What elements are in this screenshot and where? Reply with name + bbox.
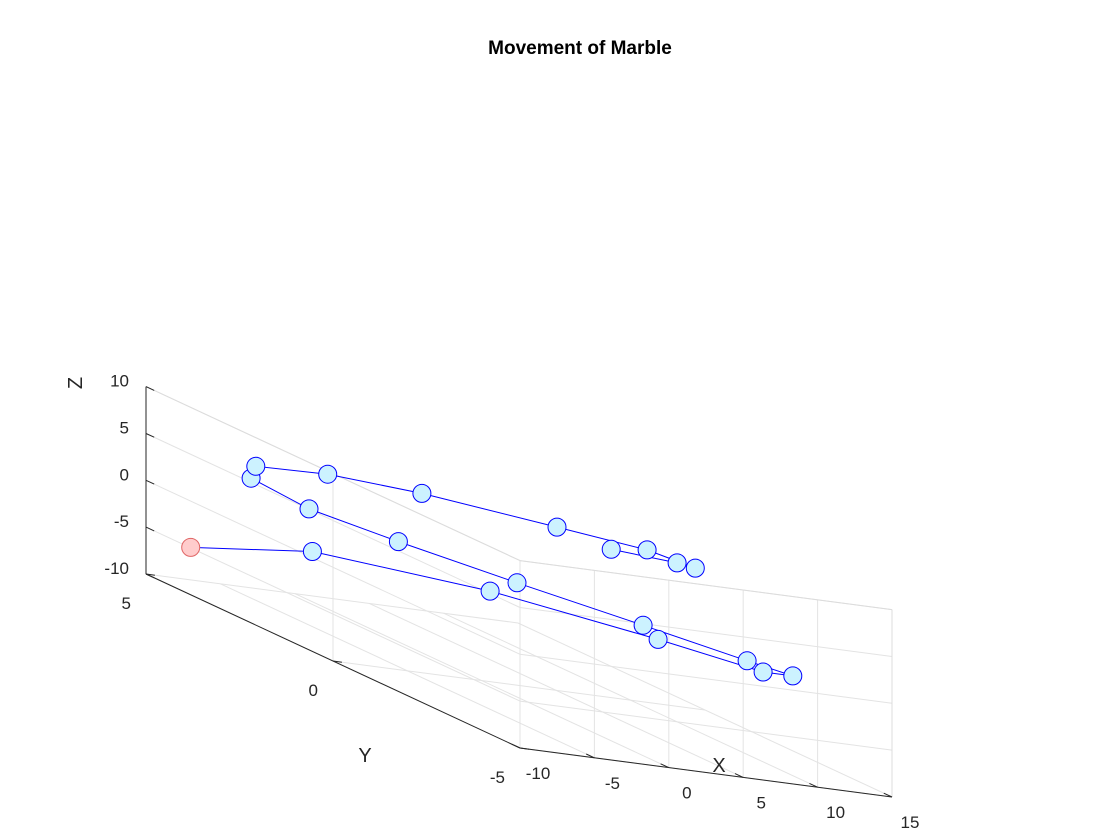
data-point [299, 499, 319, 519]
data-point [388, 532, 408, 552]
grid-line-z-back [519, 607, 893, 657]
data-point [737, 651, 757, 671]
z-tick-label: 10 [110, 372, 129, 391]
data-point [783, 666, 803, 686]
data-point [480, 581, 500, 601]
z-tick-label: 5 [120, 419, 129, 438]
data-point [685, 558, 705, 578]
x-tick-label: 15 [901, 813, 920, 832]
x-tick-mark [883, 792, 893, 798]
x-tick-label: -5 [605, 774, 620, 793]
grid-line-z-left [145, 526, 521, 702]
z-tick-mark [145, 386, 155, 391]
y-tick-label: 5 [122, 594, 131, 613]
x-tick-mark [585, 753, 595, 759]
data-point [753, 662, 773, 682]
x-tick-mark [734, 773, 744, 778]
data-point [601, 539, 621, 559]
grid-line-y-floor [145, 573, 519, 624]
data-point [547, 517, 567, 537]
data-point [648, 629, 668, 649]
data-point [507, 573, 527, 593]
x-tick-label: 0 [682, 784, 691, 803]
z-tick-label: -5 [114, 512, 129, 531]
z-axis-label: Z [65, 377, 87, 389]
grid-line-z-left [145, 433, 521, 608]
y-axis-label: Y [358, 745, 371, 767]
grid-line-y-floor [332, 660, 706, 711]
y-tick-label: 0 [309, 681, 318, 700]
data-point [302, 542, 322, 561]
grid-line-z-left [145, 479, 521, 655]
y-tick-mark [332, 660, 342, 663]
trajectory-line [190, 465, 793, 677]
data-point [637, 540, 657, 560]
data-point [667, 553, 687, 573]
x-tick-mark [511, 743, 521, 749]
y-tick-mark [519, 747, 529, 750]
grid-line-z-back [519, 653, 893, 704]
x-tick-mark [809, 782, 818, 788]
axis-text: Movement of Marble X Y Z -10 -5 0 5 10 15 -5 0 5… [65, 38, 919, 832]
data-point [633, 615, 653, 635]
trajectory-series [181, 456, 803, 686]
z-tick-mark [145, 573, 155, 579]
x-axis-label: X [712, 755, 725, 777]
z-tick-mark [145, 526, 155, 532]
y-tick-label: -5 [490, 768, 505, 787]
x-axis-line [519, 747, 893, 798]
box-edge [519, 560, 893, 611]
tick-marks [145, 386, 893, 798]
data-point [412, 483, 432, 503]
z-tick-label: 0 [120, 465, 129, 484]
z-tick-mark [145, 433, 155, 438]
z-tick-mark [145, 479, 155, 485]
chart-title: Movement of Marble [488, 38, 672, 59]
start-point [181, 537, 201, 557]
x-tick-mark [660, 763, 670, 769]
x-tick-label: 5 [756, 793, 765, 812]
x-tick-label: 10 [826, 803, 845, 822]
z-tick-label: -10 [104, 559, 129, 578]
grid-line-z-back [519, 700, 893, 751]
data-point [246, 456, 266, 476]
x-tick-label: -10 [526, 764, 551, 783]
data-point [318, 464, 338, 484]
